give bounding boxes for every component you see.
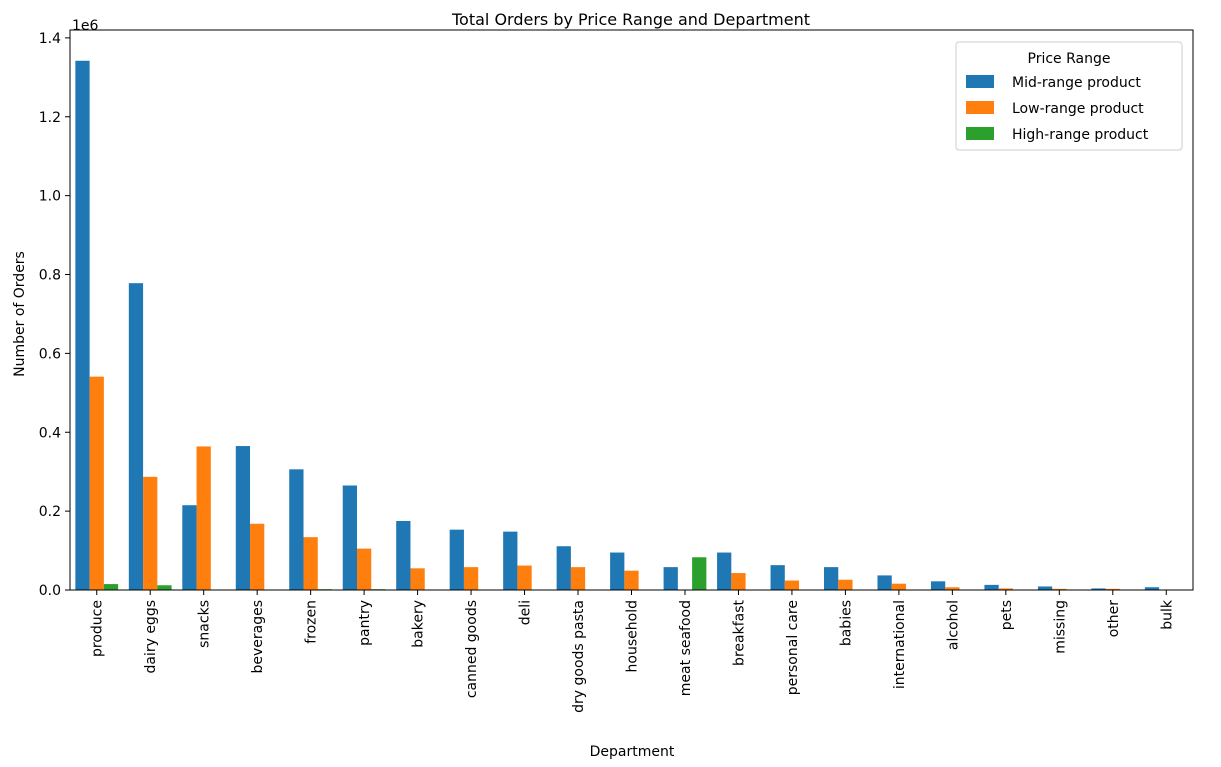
bar	[356, 548, 372, 590]
bar	[342, 485, 357, 590]
bar	[824, 567, 839, 590]
legend-entry: Low-range product	[1012, 101, 1144, 117]
bar	[984, 584, 999, 590]
bar	[235, 446, 251, 590]
x-tick-label: dairy eggs	[143, 600, 159, 674]
y-axis-label: Number of Orders	[12, 251, 28, 377]
x-tick-label: bulk	[1159, 599, 1175, 630]
bar	[143, 476, 158, 590]
x-tick-label: other	[1106, 600, 1122, 638]
bar	[157, 585, 172, 590]
bar	[410, 568, 425, 590]
bar	[717, 552, 732, 590]
y-tick-label: 1.4	[39, 31, 61, 47]
y-tick-label: 0.0	[39, 583, 61, 599]
legend-box	[955, 41, 1183, 151]
bar	[182, 505, 197, 590]
bar	[1105, 588, 1120, 590]
y-tick-label: 1.2	[39, 110, 61, 126]
x-tick-label: bakery	[411, 600, 427, 648]
x-tick-label: beverages	[250, 600, 266, 674]
bar	[449, 529, 464, 590]
x-tick-label: frozen	[304, 600, 320, 644]
y-tick-label: 0.2	[39, 504, 61, 520]
y-axis: 0.0 0.2 0.4 0.6 0.8 1.0 1.2 1.4	[39, 31, 70, 599]
x-tick-label: international	[892, 600, 908, 689]
chart-title: Total Orders by Price Range and Departme…	[451, 10, 810, 29]
bar	[891, 583, 907, 590]
plot-frame	[69, 29, 1194, 591]
bar	[610, 552, 625, 590]
legend-swatch	[966, 75, 994, 88]
bar	[517, 565, 532, 590]
bar	[556, 546, 571, 590]
bar	[692, 557, 707, 590]
bar	[945, 587, 960, 590]
bar	[877, 575, 892, 590]
bar	[930, 581, 946, 590]
bar	[503, 531, 518, 590]
bar	[196, 446, 211, 590]
x-tick-label: breakfast	[731, 600, 747, 666]
x-tick-label: personal care	[785, 600, 801, 695]
legend-swatch	[966, 101, 994, 114]
bar	[998, 588, 1013, 590]
bar	[128, 283, 144, 590]
x-tick-label: deli	[518, 600, 534, 625]
x-tick-label: dry goods pasta	[571, 600, 587, 713]
bar	[838, 579, 853, 590]
bar	[103, 584, 119, 590]
bar	[663, 567, 678, 590]
bar	[1037, 586, 1053, 590]
bar	[784, 580, 800, 590]
bar	[1052, 588, 1067, 590]
legend-swatch	[966, 127, 994, 140]
bar	[731, 573, 746, 590]
y-axis-offset-text: 1e6	[72, 18, 99, 34]
legend-entry: High-range product	[1012, 127, 1149, 143]
bar	[1091, 588, 1106, 590]
bar	[570, 567, 586, 590]
x-axis-label: Department	[590, 744, 675, 760]
x-tick-label: babies	[838, 600, 854, 646]
bar	[303, 537, 318, 590]
bar	[89, 376, 104, 590]
x-tick-label: alcohol	[945, 600, 961, 650]
x-tick-label: household	[625, 600, 641, 672]
x-tick-label: pets	[999, 600, 1015, 630]
x-tick-label: pantry	[357, 600, 373, 646]
x-tick-label: snacks	[197, 600, 213, 648]
bar	[624, 570, 639, 590]
y-tick-label: 0.8	[39, 268, 61, 284]
legend: Price Range Mid-range product Low-range pr…	[955, 41, 1183, 151]
bar	[75, 60, 90, 590]
bar	[1144, 587, 1160, 590]
bar	[463, 567, 479, 590]
bar	[250, 523, 265, 590]
x-tick-label: canned goods	[464, 600, 480, 698]
bar	[770, 565, 785, 590]
x-axis: produce dairy eggs snacks beverages frozen pa…	[90, 590, 1175, 713]
legend-title: Price Range	[1028, 51, 1111, 67]
y-tick-label: 0.6	[39, 346, 61, 362]
y-tick-label: 1.0	[39, 189, 61, 205]
x-tick-label: produce	[90, 600, 106, 657]
legend-entry: Mid-range product	[1012, 75, 1141, 91]
bars-layer	[75, 60, 1160, 590]
y-tick-label: 0.4	[39, 425, 61, 441]
bar	[289, 469, 304, 590]
x-tick-label: meat seafood	[678, 600, 694, 696]
x-tick-label: missing	[1052, 600, 1068, 654]
bar	[396, 520, 411, 590]
